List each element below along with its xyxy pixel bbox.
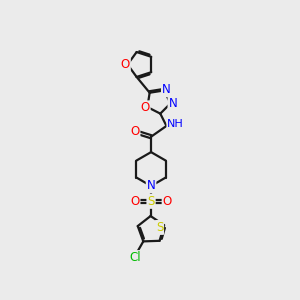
Text: N: N	[162, 83, 171, 96]
Text: O: O	[130, 125, 140, 138]
Text: O: O	[140, 101, 150, 114]
Text: S: S	[147, 195, 155, 208]
Text: O: O	[163, 195, 172, 208]
Text: S: S	[156, 221, 163, 234]
Text: O: O	[121, 58, 130, 71]
Text: O: O	[130, 195, 140, 208]
Text: N: N	[169, 97, 177, 110]
Text: Cl: Cl	[130, 251, 141, 264]
Text: NH: NH	[167, 119, 184, 129]
Text: N: N	[147, 179, 155, 193]
